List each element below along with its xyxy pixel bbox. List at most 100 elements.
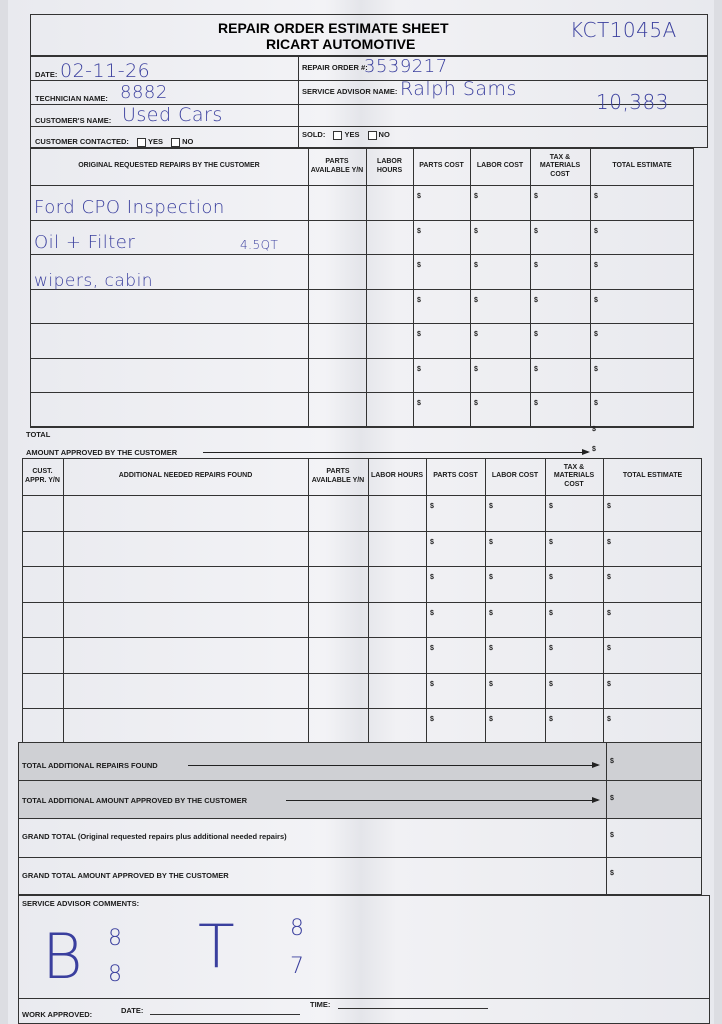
date-signature-line[interactable] (150, 1014, 300, 1015)
total-dollar: $ (592, 426, 596, 433)
table-row[interactable] (308, 289, 694, 324)
original_table-header-3: PARTS COST (419, 162, 464, 170)
repair-line-2: Oil + Filter (34, 232, 136, 253)
table-row[interactable] (63, 637, 702, 673)
currency-symbol: $ (474, 331, 478, 338)
no-label: NO (182, 137, 194, 146)
currency-symbol: $ (474, 296, 478, 304)
currency-symbol: $ (607, 538, 611, 546)
time-label: TIME: (310, 1000, 331, 1009)
row-line (30, 288, 694, 290)
comment-t: T (198, 912, 236, 982)
additional_table-header-6: TAX & MATERIALS COST (553, 464, 595, 488)
original_table-frame (30, 148, 694, 427)
column-divider (530, 148, 531, 427)
currency-symbol: $ (607, 574, 611, 581)
currency-symbol: $ (489, 538, 493, 546)
contacted-yes-checkbox[interactable] (136, 137, 146, 147)
column-divider (590, 148, 591, 427)
technician-field[interactable]: 8882 (120, 82, 168, 103)
currency-symbol: $ (430, 574, 434, 581)
repair-line-3: wipers, cabin (34, 271, 154, 291)
column-divider (366, 148, 367, 427)
repair-order-field[interactable]: 3539217 (364, 56, 448, 77)
additional_table-header-0: CUST. APPR. Y/N (25, 468, 60, 484)
currency-symbol: $ (417, 400, 421, 407)
table-row[interactable] (63, 708, 702, 744)
original_table-header-5: TAX & MATERIALS COST (539, 154, 581, 178)
table-row[interactable] (308, 185, 694, 220)
comment-b-top: 8 (108, 926, 123, 951)
customer-contacted-row: CUSTOMER CONTACTED: YES NO (35, 137, 193, 147)
table-row[interactable] (63, 566, 702, 602)
sold-yes-checkbox[interactable] (333, 130, 343, 140)
table-row[interactable] (63, 673, 702, 709)
comment-t-top: 8 (290, 916, 305, 941)
table-row[interactable] (308, 323, 694, 358)
original_table-header-4: LABOR COST (476, 162, 524, 170)
time-signature-line[interactable] (338, 1008, 488, 1009)
currency-symbol: $ (474, 262, 478, 269)
table-row[interactable] (63, 602, 702, 638)
additional_table-header-2: PARTS AVAILABLE Y/N (311, 468, 365, 484)
summary-dollar: $ (610, 870, 614, 877)
advisor-field[interactable]: Ralph Sams (400, 78, 517, 100)
currency-symbol: $ (474, 193, 478, 200)
currency-symbol: $ (549, 716, 553, 723)
currency-symbol: $ (549, 609, 553, 617)
contacted-no-checkbox[interactable] (171, 137, 181, 147)
original_table-header-0: ORIGINAL REQUESTED REPAIRS BY THE CUSTOM… (78, 162, 260, 170)
row-line (22, 566, 702, 567)
customer-field[interactable]: Used Cars (122, 104, 223, 126)
currency-symbol: $ (549, 574, 553, 581)
table-row[interactable] (308, 254, 694, 289)
comments-block (18, 895, 710, 1024)
currency-symbol: $ (489, 645, 493, 652)
currency-symbol: $ (430, 680, 434, 688)
currency-symbol: $ (594, 262, 598, 269)
grand-total-label: GRAND TOTAL (Original requested repairs … (22, 832, 287, 841)
row-line (30, 185, 694, 186)
date-footer-label: DATE: (121, 1006, 144, 1015)
table-row[interactable] (308, 392, 694, 427)
currency-symbol: $ (430, 538, 434, 546)
column-divider (545, 458, 546, 744)
table-row[interactable] (308, 220, 694, 255)
currency-symbol: $ (594, 400, 598, 407)
table-row[interactable] (63, 531, 702, 567)
stock-number: KCT1045A (570, 18, 677, 42)
currency-symbol: $ (594, 365, 598, 373)
approved-dollar: $ (592, 446, 596, 453)
sold-no-checkbox[interactable] (367, 130, 377, 140)
date-field[interactable]: 02-11-26 (60, 60, 151, 82)
original_table-header-2: LABOR HOURS (376, 158, 403, 174)
date-label: DATE: (35, 70, 58, 79)
repair-order-form: REPAIR ORDER ESTIMATE SHEET RICART AUTOM… (8, 0, 714, 1024)
currency-symbol: $ (489, 680, 493, 688)
column-divider (368, 458, 369, 744)
currency-symbol: $ (594, 227, 598, 235)
additional_table-header-1: ADDITIONAL NEEDED REPAIRS FOUND (118, 472, 253, 480)
table-row[interactable] (63, 495, 702, 531)
currency-symbol: $ (607, 680, 611, 688)
currency-symbol: $ (549, 538, 553, 546)
contacted-label: CUSTOMER CONTACTED: (35, 137, 129, 146)
info-block (30, 56, 708, 148)
currency-symbol: $ (430, 645, 434, 652)
amount-approved-label: AMOUNT APPROVED BY THE CUSTOMER (26, 448, 178, 457)
row-line (22, 672, 702, 674)
oil-quantity-note: 4.5QT (240, 238, 279, 252)
currency-symbol: $ (430, 609, 434, 617)
row-line (22, 708, 702, 709)
currency-symbol: $ (534, 331, 538, 338)
repair-line-1: Ford CPO Inspection (34, 197, 225, 218)
currency-symbol: $ (549, 503, 553, 510)
repair-order-label: REPAIR ORDER #: (302, 63, 368, 72)
table-row[interactable] (308, 358, 694, 393)
currency-symbol: $ (549, 680, 553, 688)
currency-symbol: $ (430, 716, 434, 723)
currency-symbol: $ (474, 365, 478, 373)
column-divider (308, 458, 309, 744)
currency-symbol: $ (534, 400, 538, 407)
arrow-icon (286, 797, 600, 803)
